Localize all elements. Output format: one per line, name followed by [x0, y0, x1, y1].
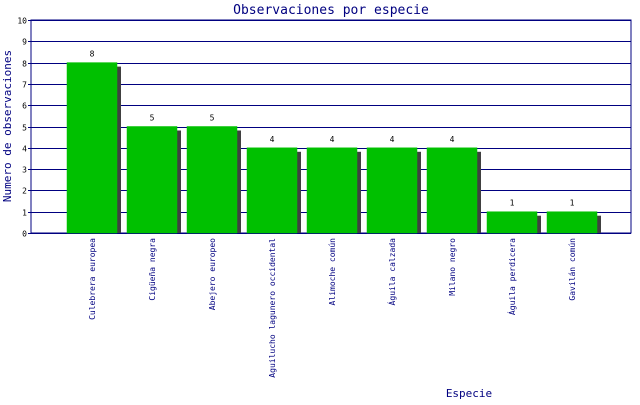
x-category-label: Culebrera europea — [88, 238, 97, 320]
bar-7 — [426, 147, 478, 234]
x-category-label: Milano negro — [448, 238, 457, 296]
bar-6 — [366, 147, 418, 234]
x-category-label: Abejero europeo — [208, 238, 217, 310]
bar-4 — [246, 147, 298, 234]
bar-8 — [486, 211, 538, 234]
bar-value-label: 4 — [390, 135, 395, 144]
bar-value-label: 4 — [270, 135, 275, 144]
y-tick-label: 6 — [22, 102, 27, 111]
bar-value-label: 4 — [450, 135, 455, 144]
plot-area: 0 1 2 3 4 5 6 7 8 9 10 8 Culebrera europea 5 Cigüeña n… — [17, 17, 632, 378]
bar-value-label: 1 — [510, 199, 515, 208]
y-tick-label: 1 — [22, 209, 27, 218]
y-axis-title: Numero de observaciones — [1, 50, 14, 202]
y-tick-label: 9 — [22, 38, 27, 47]
bar-1 — [66, 62, 118, 234]
bar-value-label: 8 — [90, 50, 95, 59]
bar-value-label: 4 — [330, 135, 335, 144]
bar-2 — [126, 126, 178, 234]
bar-value-label: 1 — [570, 199, 575, 208]
x-axis-title: Especie — [446, 387, 492, 400]
bar-value-label: 5 — [150, 114, 155, 123]
y-tick-label: 8 — [22, 60, 27, 69]
x-category-label: Cigüeña negra — [148, 238, 157, 301]
y-tick-label: 4 — [22, 145, 27, 154]
bar-3 — [186, 126, 238, 234]
bar-value-label: 5 — [210, 114, 215, 123]
y-tick-label: 3 — [22, 166, 27, 175]
bar-5 — [306, 147, 358, 234]
x-category-label: Alimoche común — [328, 238, 337, 306]
x-category-label: Águila calzada — [386, 238, 397, 306]
y-tick-label: 5 — [22, 124, 27, 133]
x-category-label: Gavilán común — [568, 238, 577, 301]
y-tick-label: 0 — [22, 230, 27, 239]
y-tick-label: 7 — [22, 81, 27, 90]
y-tick-label: 2 — [22, 187, 27, 196]
x-category-label: Aguilucho lagunero occidental — [268, 238, 277, 378]
y-tick-label: 10 — [17, 17, 27, 26]
bar-9 — [546, 211, 598, 234]
x-category-label: Águila perdicera — [506, 238, 517, 315]
chart-title: Observaciones por especie — [233, 3, 429, 18]
